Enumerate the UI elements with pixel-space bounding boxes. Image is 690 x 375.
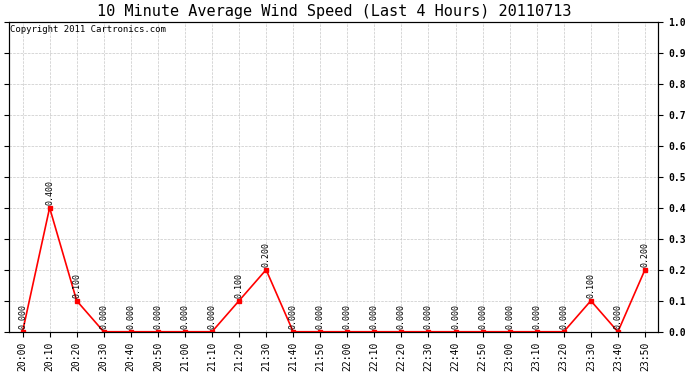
- Text: 0.000: 0.000: [316, 304, 325, 329]
- Text: 0.200: 0.200: [640, 242, 649, 267]
- Text: 0.100: 0.100: [72, 273, 81, 298]
- Title: 10 Minute Average Wind Speed (Last 4 Hours) 20110713: 10 Minute Average Wind Speed (Last 4 Hou…: [97, 4, 571, 19]
- Text: 0.000: 0.000: [208, 304, 217, 329]
- Text: 0.000: 0.000: [99, 304, 108, 329]
- Text: 0.000: 0.000: [18, 304, 27, 329]
- Text: 0.000: 0.000: [153, 304, 162, 329]
- Text: 0.000: 0.000: [343, 304, 352, 329]
- Text: 0.000: 0.000: [397, 304, 406, 329]
- Text: 0.000: 0.000: [505, 304, 514, 329]
- Text: 0.000: 0.000: [532, 304, 541, 329]
- Text: Copyright 2011 Cartronics.com: Copyright 2011 Cartronics.com: [10, 25, 166, 34]
- Text: 0.000: 0.000: [478, 304, 487, 329]
- Text: 0.100: 0.100: [235, 273, 244, 298]
- Text: 0.000: 0.000: [613, 304, 622, 329]
- Text: 0.000: 0.000: [424, 304, 433, 329]
- Text: 0.000: 0.000: [370, 304, 379, 329]
- Text: 0.000: 0.000: [288, 304, 297, 329]
- Text: 0.400: 0.400: [45, 180, 54, 205]
- Text: 0.000: 0.000: [560, 304, 569, 329]
- Text: 0.000: 0.000: [180, 304, 190, 329]
- Text: 0.200: 0.200: [262, 242, 270, 267]
- Text: 0.100: 0.100: [586, 273, 595, 298]
- Text: 0.000: 0.000: [451, 304, 460, 329]
- Text: 0.000: 0.000: [126, 304, 135, 329]
